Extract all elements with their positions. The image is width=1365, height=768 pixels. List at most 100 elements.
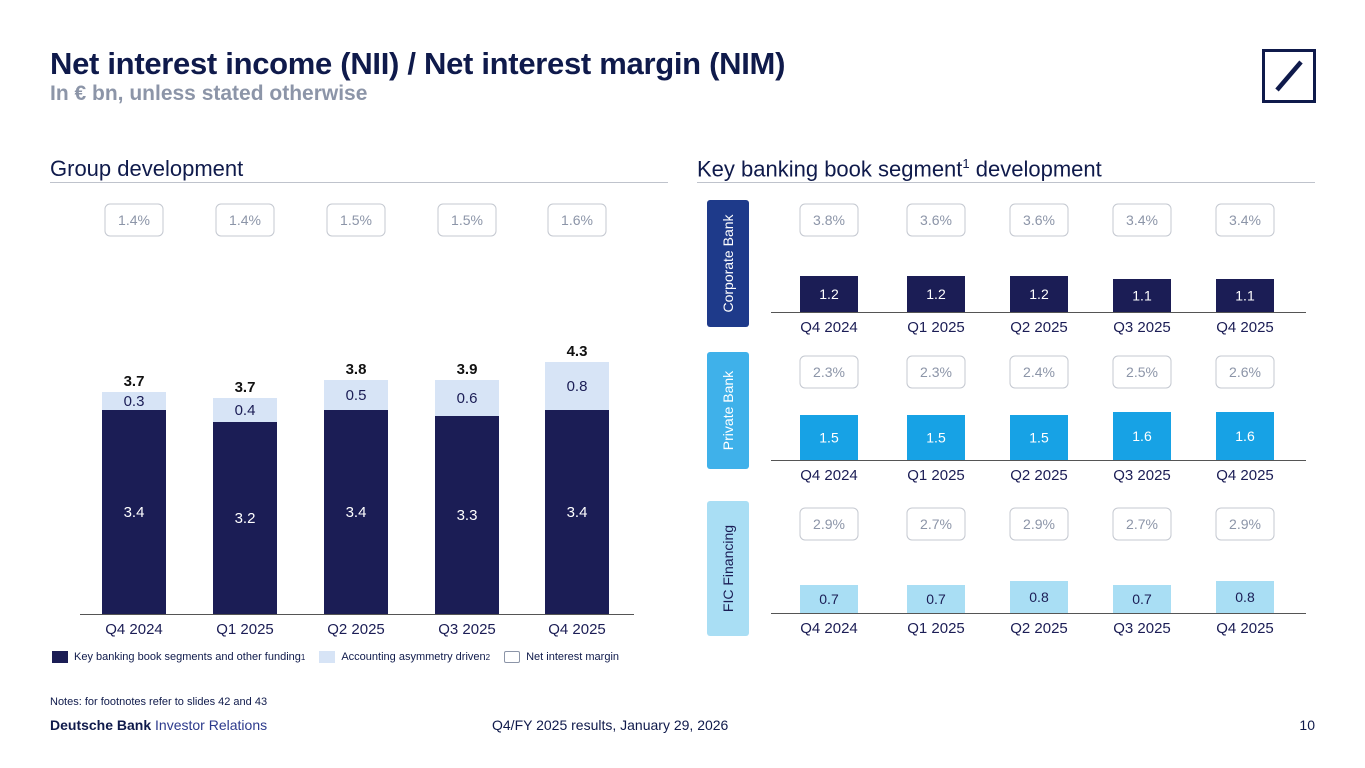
- legend-item-nim: Net interest margin: [504, 651, 619, 663]
- data-label: 0.7: [926, 591, 946, 607]
- bar-corporate-bank: [1010, 276, 1068, 312]
- segment-label-bg: [707, 352, 749, 469]
- segment-label-bg: [707, 501, 749, 636]
- nim-label: 2.9%: [1229, 516, 1261, 532]
- bar-private-bank: [1216, 412, 1274, 460]
- x-tick-label: Q2 2025: [1010, 620, 1068, 637]
- nim-label: 1.4%: [118, 212, 150, 228]
- data-label-total: 3.9: [457, 361, 478, 378]
- bar-fic-financing: [1216, 581, 1274, 613]
- nim-label: 2.5%: [1126, 364, 1158, 380]
- nim-box: [799, 507, 859, 541]
- section-title-group: Group development: [50, 156, 244, 181]
- legend: Key banking book segments and other fund…: [52, 651, 633, 663]
- data-label-accounting: 0.5: [346, 387, 367, 404]
- x-tick-label: Q1 2025: [907, 319, 965, 336]
- x-tick-label: Q3 2025: [1113, 319, 1171, 336]
- x-tick-label: Q4 2024: [800, 319, 858, 336]
- x-tick-label: Q3 2025: [1113, 467, 1171, 484]
- legend-label: Key banking book segments and other fund…: [74, 651, 301, 663]
- x-tick-label: Q1 2025: [216, 621, 274, 638]
- data-label-total: 3.7: [235, 379, 256, 396]
- bar-key-banking: [213, 422, 277, 614]
- legend-label: Net interest margin: [526, 651, 620, 663]
- footer-date: Q4/FY 2025 results, January 29, 2026: [492, 717, 729, 733]
- section-divider-left: [50, 182, 668, 183]
- nim-box: [799, 203, 859, 237]
- data-label-total: 4.3: [567, 343, 588, 360]
- data-label: 1.6: [1132, 428, 1152, 444]
- bar-accounting-asymmetry: [435, 380, 499, 416]
- bar-key-banking: [545, 410, 609, 614]
- nim-box: [1215, 203, 1275, 237]
- data-label-key-banking: 3.3: [457, 507, 478, 524]
- nim-box: [326, 203, 386, 237]
- nim-label: 2.3%: [920, 364, 952, 380]
- legend-swatch-outline: [504, 651, 521, 663]
- deutsche-bank-logo: [1262, 49, 1316, 103]
- data-label-total: 3.8: [346, 361, 367, 378]
- bar-private-bank: [907, 415, 965, 460]
- nim-label: 1.4%: [229, 212, 261, 228]
- x-tick-label: Q4 2024: [105, 621, 163, 638]
- nim-box: [1009, 203, 1069, 237]
- segment-label: Corporate Bank: [720, 213, 736, 312]
- x-tick-label: Q4 2025: [548, 621, 606, 638]
- nim-box: [1009, 507, 1069, 541]
- data-label: 1.5: [1029, 430, 1049, 446]
- nim-label: 1.5%: [451, 212, 483, 228]
- page-number: 10: [1299, 717, 1315, 733]
- bar-corporate-bank: [800, 276, 858, 312]
- data-label: 1.1: [1235, 288, 1255, 304]
- footer-brand: Deutsche Bank Investor Relations: [50, 717, 267, 733]
- nim-box: [1112, 507, 1172, 541]
- legend-item-key-banking: Key banking book segments and other fund…: [52, 651, 305, 663]
- bar-corporate-bank: [1216, 279, 1274, 312]
- data-label: 1.2: [926, 286, 946, 302]
- bar-accounting-asymmetry: [545, 362, 609, 410]
- bar-private-bank: [800, 415, 858, 460]
- section-title-segments-text: Key banking book segment: [697, 156, 963, 182]
- legend-sup: 2: [485, 652, 491, 662]
- data-label: 1.2: [1029, 286, 1049, 302]
- bar-fic-financing: [800, 585, 858, 613]
- bar-accounting-asymmetry: [213, 398, 277, 422]
- bar-key-banking: [324, 410, 388, 614]
- legend-item-accounting-asymmetry: Accounting asymmetry driven 2: [319, 651, 490, 663]
- data-label-key-banking: 3.2: [235, 510, 256, 527]
- nim-box: [1215, 355, 1275, 389]
- nim-box: [1009, 355, 1069, 389]
- nim-label: 2.7%: [920, 516, 952, 532]
- bar-key-banking: [435, 416, 499, 614]
- data-label-key-banking: 3.4: [124, 504, 145, 521]
- nim-box: [906, 507, 966, 541]
- bar-private-bank: [1113, 412, 1171, 460]
- nim-label: 2.9%: [813, 516, 845, 532]
- footer-brand-ir: Investor Relations: [155, 717, 268, 733]
- data-label-accounting: 0.3: [124, 393, 145, 410]
- segment-label: FIC Financing: [720, 525, 736, 612]
- nim-label: 3.6%: [920, 212, 952, 228]
- nim-label: 2.7%: [1126, 516, 1158, 532]
- data-label-accounting: 0.8: [567, 378, 588, 395]
- nim-label: 1.5%: [340, 212, 372, 228]
- nim-label: 1.6%: [561, 212, 593, 228]
- x-tick-label: Q3 2025: [1113, 620, 1171, 637]
- footnote-mark: 1: [962, 156, 970, 171]
- nim-box: [1112, 355, 1172, 389]
- bar-accounting-asymmetry: [324, 380, 388, 410]
- data-label: 1.2: [819, 286, 839, 302]
- nim-label: 2.9%: [1023, 516, 1055, 532]
- bar-fic-financing: [907, 585, 965, 613]
- nim-box: [437, 203, 497, 237]
- x-tick-label: Q2 2025: [1010, 319, 1068, 336]
- nim-label: 2.4%: [1023, 364, 1055, 380]
- nim-box: [547, 203, 607, 237]
- x-tick-label: Q2 2025: [327, 621, 385, 638]
- nim-label: 3.8%: [813, 212, 845, 228]
- segment-label: Private Bank: [720, 370, 736, 450]
- segment-nii-charts: Corporate Bank 1.2 Q4 2024 3.8% 1.2 Q1 2025 3.…: [707, 200, 1306, 637]
- group-nii-chart: 3.4 0.3 3.7 Q4 2024 1.4% 3.2 0.4 3.7 Q1 2025 1.4%…: [80, 203, 634, 638]
- nim-box: [906, 355, 966, 389]
- nim-box: [1112, 203, 1172, 237]
